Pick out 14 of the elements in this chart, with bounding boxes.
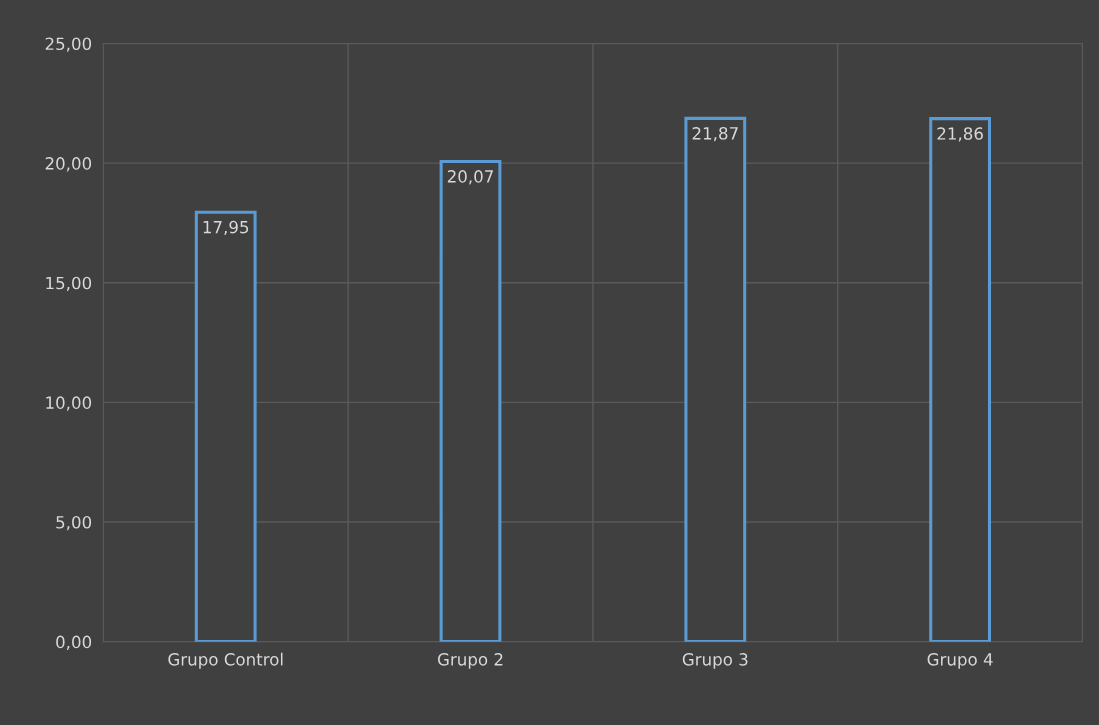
y-tick-label: 0,00 (56, 635, 92, 650)
data-label: 20,07 (447, 170, 493, 185)
y-tick-label: 20,00 (45, 157, 92, 172)
data-label: 17,95 (203, 220, 249, 236)
y-tick-label: 25,00 (45, 37, 92, 52)
x-tick-label: Grupo Control (168, 652, 283, 669)
x-tick-label: Grupo 3 (682, 653, 748, 669)
data-label: 21,86 (937, 127, 983, 142)
data-label: 21,87 (692, 127, 738, 142)
x-tick-label: Grupo 2 (437, 653, 503, 669)
x-tick-label: Grupo 4 (927, 653, 993, 669)
y-tick-label: 5,00 (56, 515, 92, 531)
y-tick-label: 15,00 (46, 276, 92, 292)
y-tick-label: 10,00 (46, 396, 92, 411)
